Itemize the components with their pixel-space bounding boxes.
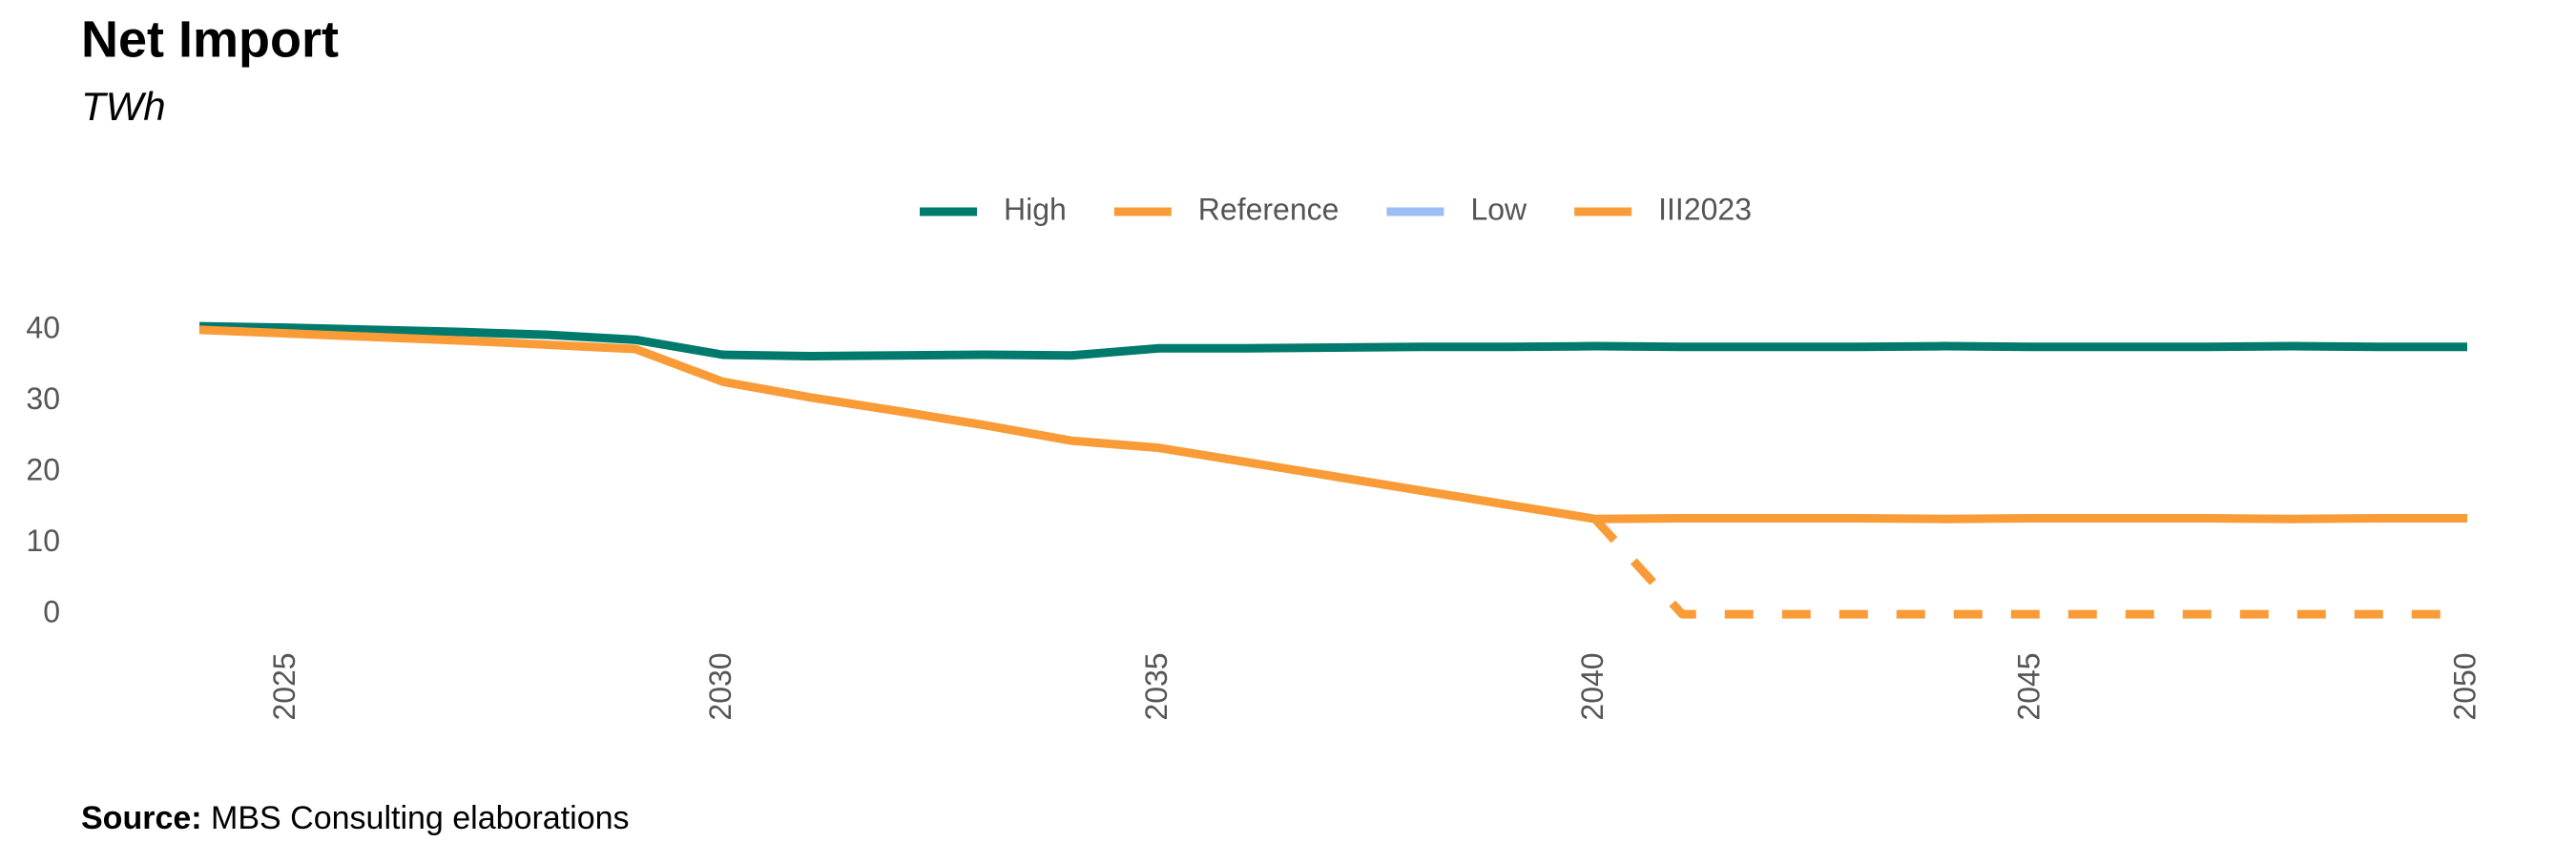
- y-tick-label: 40: [26, 310, 60, 344]
- y-tick-label: 0: [43, 595, 60, 629]
- source-label: Source:: [81, 800, 202, 836]
- legend-label: Low: [1470, 192, 1527, 226]
- y-tick-label: 20: [26, 452, 60, 486]
- x-tick-label: 2050: [2447, 652, 2482, 720]
- x-tick-label: 2045: [2011, 652, 2046, 720]
- legend-label: Reference: [1198, 192, 1340, 226]
- chart-subtitle: TWh: [81, 84, 166, 129]
- source: Source: MBS Consulting elaborations: [81, 800, 630, 836]
- series-line: [1591, 516, 2467, 619]
- chart-title: Net Import: [81, 10, 339, 68]
- x-tick-label: 2035: [1139, 652, 1174, 720]
- x-tick-label: 2025: [267, 652, 301, 720]
- legend-label: III2023: [1658, 192, 1752, 226]
- x-tick-label: 2030: [703, 652, 737, 720]
- series-line: [198, 321, 2467, 360]
- y-tick-label: 30: [26, 381, 60, 416]
- y-tick-label: 10: [26, 524, 60, 558]
- series-line: [198, 325, 2467, 524]
- legend-label: High: [1004, 192, 1067, 226]
- x-tick-label: 2040: [1575, 652, 1610, 720]
- source-text: MBS Consulting elaborations: [211, 800, 629, 836]
